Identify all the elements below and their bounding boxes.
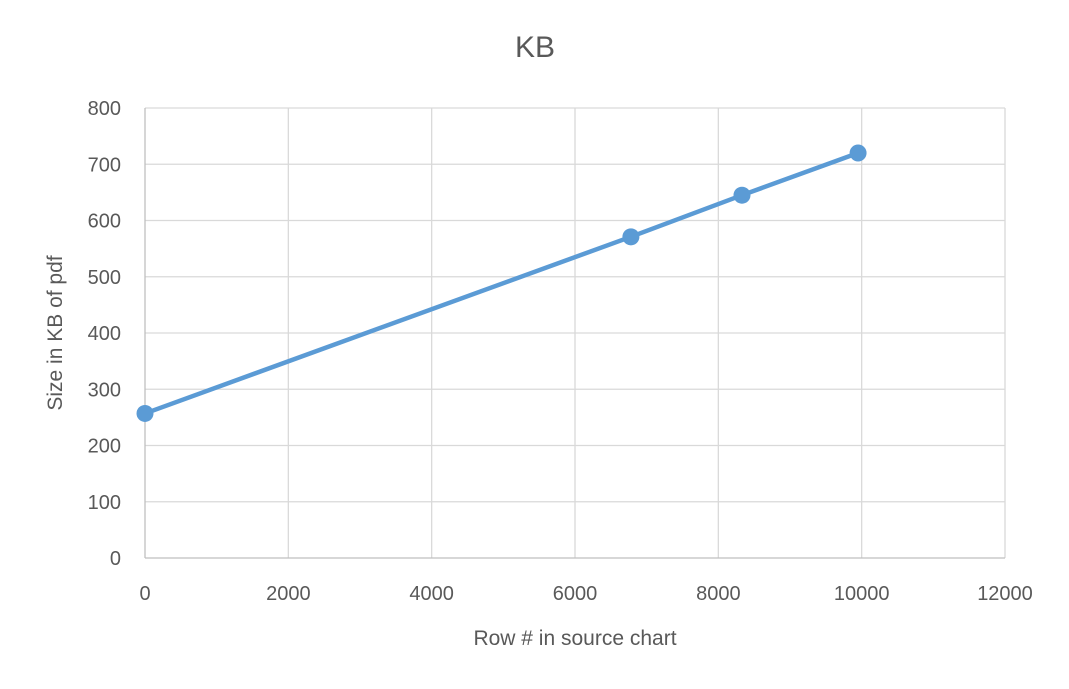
data-point: [849, 144, 867, 162]
series-layer: [136, 144, 867, 422]
x-tick-label: 0: [139, 583, 150, 605]
axes: [144, 108, 1005, 559]
y-tick-label: 700: [88, 154, 121, 176]
y-tick-label: 400: [88, 323, 121, 345]
series-line: [142, 150, 861, 416]
y-tick-label: 300: [88, 379, 121, 401]
y-tick-label: 200: [88, 436, 121, 458]
y-tick-label: 800: [88, 98, 121, 120]
x-tick-label: 8000: [696, 583, 741, 605]
data-point: [136, 404, 154, 422]
x-tick-label: 10000: [834, 583, 890, 605]
y-tick-label: 600: [88, 211, 121, 233]
data-point: [733, 186, 751, 204]
y-axis-title: Size in KB of pdf: [44, 255, 67, 410]
x-tick-label: 6000: [553, 583, 598, 605]
grid: [145, 107, 1006, 558]
x-tick-label: 4000: [409, 583, 454, 605]
y-tick-label: 0: [110, 548, 121, 570]
y-tick-label: 100: [88, 492, 121, 514]
data-point: [622, 228, 640, 246]
y-tick-label: 500: [88, 267, 121, 289]
x-axis-title: Row # in source chart: [473, 627, 676, 650]
x-tick-label: 12000: [977, 583, 1033, 605]
chart-title: KB: [515, 31, 555, 64]
x-tick-label: 2000: [266, 583, 311, 605]
